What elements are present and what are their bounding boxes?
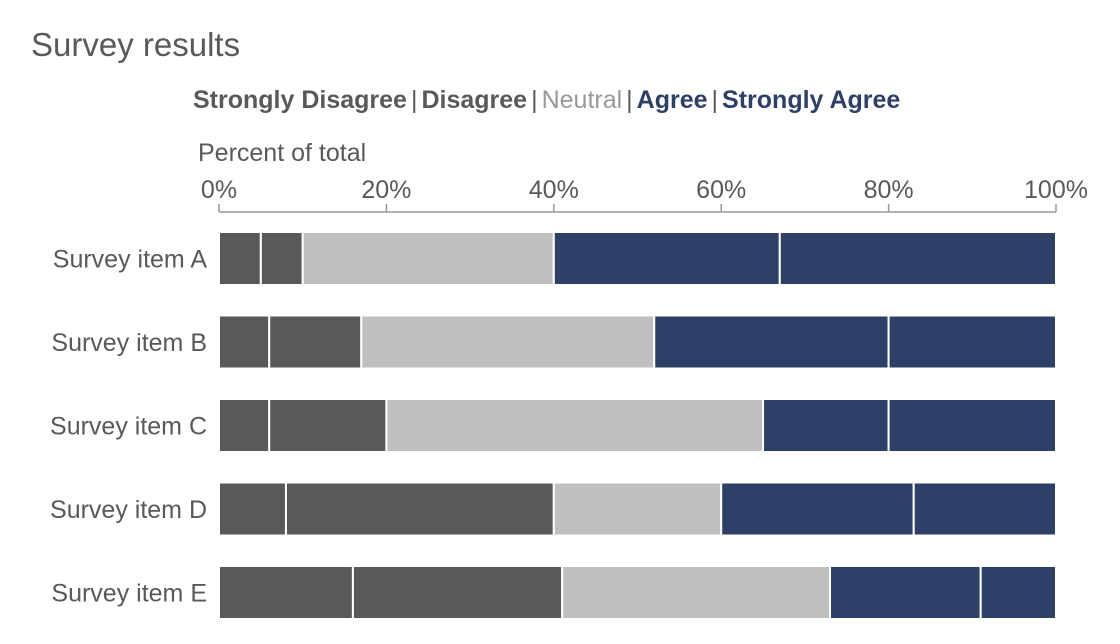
legend-separator: | <box>711 86 719 114</box>
bar-segment <box>268 314 363 370</box>
bar-segment <box>301 231 555 286</box>
bar-segment <box>762 398 890 453</box>
legend: Strongly Disagree | Disagree | Neutral | Agree… <box>193 86 900 115</box>
bar-segment <box>268 398 388 453</box>
legend-item: Strongly Disagree <box>193 86 407 114</box>
chart-title: Survey results <box>31 26 241 63</box>
bar-segment <box>912 481 1058 537</box>
x-axis-label: Percent of total <box>198 139 366 167</box>
bar-segment <box>218 398 271 453</box>
bar-segment <box>653 314 890 370</box>
bar-segment <box>351 565 564 620</box>
bar-segment <box>218 481 287 537</box>
x-tick-label: 60% <box>696 176 746 204</box>
x-tick-label: 80% <box>864 176 914 204</box>
bar-segment <box>284 481 555 537</box>
bar-segment <box>552 481 723 537</box>
category-label: Survey item B <box>51 329 207 357</box>
bar-segment <box>259 231 304 286</box>
category-label: Survey item D <box>50 496 207 524</box>
legend-separator: | <box>626 86 633 114</box>
bar-segment <box>218 231 262 286</box>
bar-segment <box>218 314 271 370</box>
bar-segment <box>218 565 354 620</box>
category-label: Survey item C <box>50 413 207 441</box>
legend-separator: | <box>531 86 538 114</box>
x-tick-label: 40% <box>529 176 579 204</box>
x-tick-label: 20% <box>361 176 411 204</box>
legend-item: Strongly Agree <box>722 86 901 114</box>
x-tick-label: 100% <box>1024 176 1088 204</box>
category-label: Survey item E <box>51 580 207 608</box>
bar-segment <box>778 231 1057 286</box>
bar-segment <box>360 314 656 370</box>
bar-segment <box>829 565 982 620</box>
bar-segment <box>385 398 765 453</box>
bar-segment <box>561 565 832 620</box>
bar-segment <box>887 314 1057 370</box>
bar-segment <box>979 565 1057 620</box>
bar-segment <box>552 231 781 286</box>
bar-segment <box>720 481 915 537</box>
legend-item: Agree <box>636 86 708 114</box>
x-tick-label: 0% <box>201 176 237 204</box>
legend-separator: | <box>410 86 418 114</box>
category-label: Survey item A <box>53 246 208 274</box>
legend-item: Disagree <box>421 86 528 114</box>
bar-segment <box>887 398 1057 453</box>
legend-item: Neutral <box>541 86 623 114</box>
